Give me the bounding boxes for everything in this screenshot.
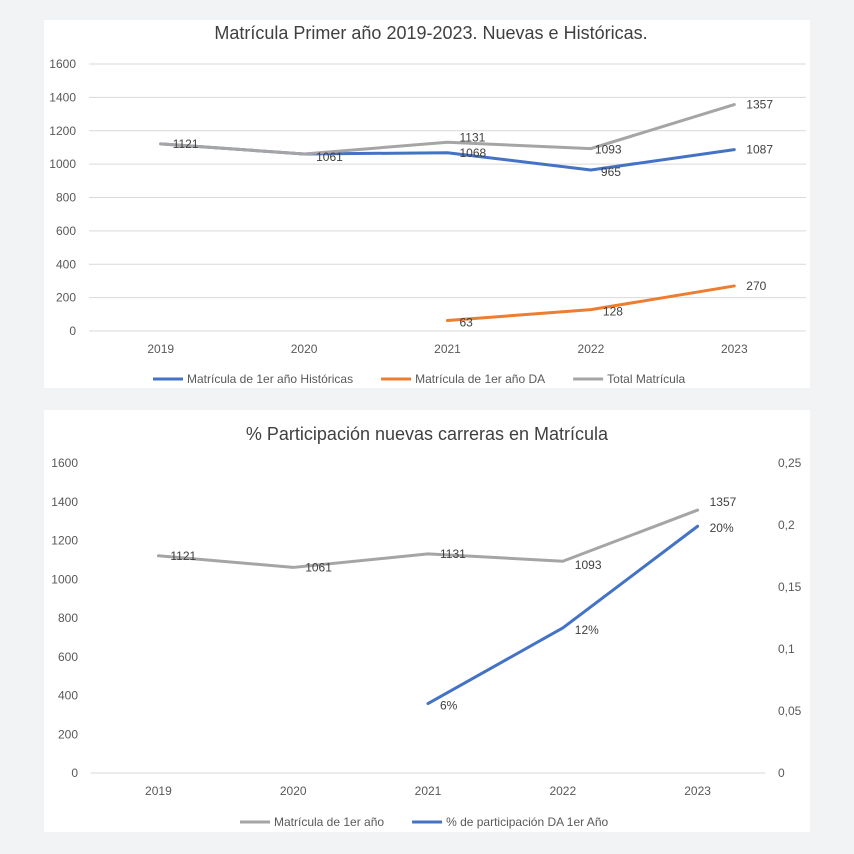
y-tick-label: 1400 [49, 90, 76, 104]
y-tick-label: 400 [58, 689, 78, 703]
x-tick-label: 2020 [280, 784, 307, 798]
legend-label: Matrícula de 1er año DA [415, 372, 545, 386]
data-label: 1357 [710, 495, 737, 509]
data-label: 1061 [316, 150, 343, 164]
chart-1-title: Matrícula Primer año 2019-2023. Nuevas e… [214, 23, 647, 43]
legend-label: Matrícula de 1er año Históricas [187, 372, 353, 386]
y-tick-label: 1200 [49, 124, 76, 138]
legend-label: Total Matrícula [607, 372, 685, 386]
y-tick-label: 800 [56, 191, 76, 205]
chart-2-panel: % Participación nuevas carreras en Matrí… [44, 410, 810, 832]
data-label: 1061 [305, 560, 332, 574]
data-label: 965 [601, 165, 621, 179]
data-label: 63 [460, 315, 474, 329]
y-tick-label: 0 [69, 324, 76, 338]
y-tick-label: 1600 [49, 57, 76, 71]
legend-label: Matrícula de 1er año [274, 815, 384, 829]
series-line-matricula-de-1er-ano-da [446, 284, 736, 322]
data-label: 128 [603, 305, 623, 319]
x-tick-label: 2021 [434, 342, 461, 356]
y2-tick-label: 0,15 [778, 580, 802, 594]
y-tick-label: 1400 [51, 495, 78, 509]
x-tick-label: 2020 [291, 342, 318, 356]
data-label: 1068 [460, 146, 487, 160]
y2-tick-label: 0,05 [778, 704, 802, 718]
data-label: 1121 [173, 137, 199, 151]
chart-1: Matrícula Primer año 2019-2023. Nuevas e… [49, 23, 806, 386]
data-label: 1131 [460, 130, 486, 144]
x-tick-label: 2022 [578, 342, 605, 356]
y-tick-label: 400 [56, 257, 76, 271]
y-tick-label: 800 [58, 611, 78, 625]
y-tick-label: 200 [58, 727, 78, 741]
y2-tick-label: 0,2 [778, 518, 795, 532]
x-tick-label: 2019 [145, 784, 172, 798]
y-tick-label: 1000 [51, 572, 78, 586]
y-tick-label: 1200 [51, 534, 78, 548]
x-tick-label: 2021 [415, 784, 442, 798]
data-label: 6% [440, 699, 458, 713]
series-line-de-participacion-da-1er-ano [426, 524, 700, 706]
series-line-matricula-de-1er-ano-historicas [159, 142, 736, 172]
y2-tick-label: 0 [778, 766, 785, 780]
data-label: 1357 [746, 98, 773, 112]
legend-label: % de participación DA 1er Año [446, 815, 608, 829]
chart-1-panel: Matrícula Primer año 2019-2023. Nuevas e… [44, 20, 810, 388]
data-label: 20% [710, 521, 734, 535]
x-tick-label: 2019 [147, 342, 174, 356]
series-line-total-matricula [159, 103, 736, 156]
data-label: 1093 [595, 143, 622, 157]
series-line-matricula-de-1er-ano [156, 508, 700, 569]
y-tick-label: 0 [71, 766, 78, 780]
y-tick-label: 600 [56, 224, 76, 238]
x-tick-label: 2023 [721, 342, 748, 356]
y-tick-label: 1600 [51, 456, 78, 470]
data-label: 1121 [170, 549, 196, 563]
data-label: 270 [746, 279, 766, 293]
y-tick-label: 200 [56, 291, 76, 305]
y-tick-label: 1000 [49, 157, 76, 171]
y2-tick-label: 0,1 [778, 642, 795, 656]
chart-2: % Participación nuevas carreras en Matrí… [51, 424, 802, 829]
data-label: 1093 [575, 558, 602, 572]
x-tick-label: 2022 [549, 784, 576, 798]
data-label: 1087 [746, 143, 773, 157]
chart-2-title: % Participación nuevas carreras en Matrí… [246, 424, 609, 444]
data-label: 12% [575, 623, 599, 637]
x-tick-label: 2023 [684, 784, 711, 798]
y2-tick-label: 0,25 [778, 456, 802, 470]
data-label: 1131 [440, 547, 466, 561]
y-tick-label: 600 [58, 650, 78, 664]
